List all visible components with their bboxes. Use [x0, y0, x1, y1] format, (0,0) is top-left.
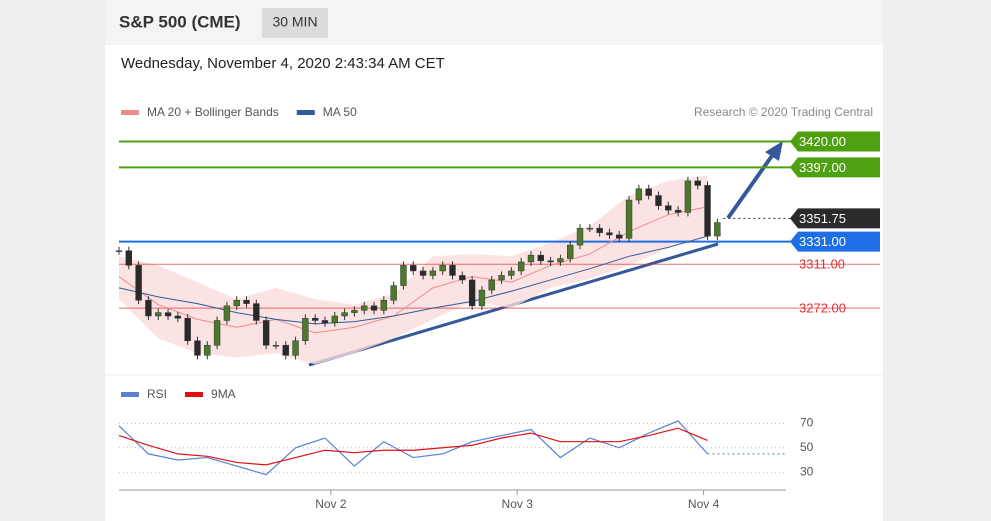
candle-body: [174, 315, 182, 319]
candle-body: [468, 279, 476, 307]
candle-body: [380, 299, 388, 311]
candle-body: [655, 195, 662, 206]
arrow-head: [765, 141, 783, 161]
candle-body: [302, 317, 309, 341]
candle-body: [459, 275, 466, 281]
candle-body: [370, 305, 378, 311]
legend-label: MA 50: [323, 105, 357, 119]
candle-body: [390, 285, 397, 301]
candle-body: [449, 265, 456, 276]
candle-body: [498, 275, 505, 281]
candle-body: [576, 227, 584, 246]
candle-body: [488, 279, 495, 291]
candle-body: [145, 299, 152, 317]
candle-body: [194, 340, 201, 356]
candle-body: [527, 254, 535, 263]
candle-body: [282, 344, 289, 356]
candle-body: [684, 180, 692, 213]
candle-body: [694, 180, 701, 186]
candle-body: [635, 188, 643, 201]
candle-body: [674, 209, 682, 213]
level-box: [790, 231, 880, 252]
candle-body: [606, 232, 613, 236]
candle-body: [115, 250, 123, 252]
candle-body: [508, 270, 515, 276]
rsi-line: [118, 427, 708, 466]
candle-body: [537, 254, 544, 262]
title: S&P 500 (CME): [119, 12, 241, 31]
level-box: [790, 208, 880, 229]
candle-body: [155, 312, 162, 317]
x-tick-label: Nov 4: [688, 497, 720, 511]
rsi-line: [118, 420, 708, 476]
candle-body: [204, 344, 211, 356]
candle-body: [439, 265, 446, 272]
level-box: [790, 131, 880, 152]
candle-body: [567, 244, 574, 259]
legend-label: MA 20 + Bollinger Bands: [147, 105, 279, 119]
candle-body: [645, 188, 652, 196]
timestamp: Wednesday, November 4, 2020 2:43:34 AM C…: [121, 55, 445, 72]
candle-body: [262, 320, 270, 346]
candle-body: [125, 250, 133, 266]
candle-body: [311, 317, 319, 321]
level-label: 3397.00: [799, 160, 846, 175]
y-tick-label: 30: [800, 464, 814, 478]
candle-body: [596, 227, 603, 233]
interval[interactable]: 30 MIN: [272, 14, 317, 30]
x-tick-label: Nov 2: [315, 497, 347, 511]
level-label: 3311.00: [799, 257, 845, 272]
candle-body: [331, 315, 338, 323]
candle-body: [233, 299, 240, 307]
level-label: 3272.00: [799, 301, 846, 316]
candle-body: [625, 199, 633, 239]
candle-body: [704, 185, 711, 237]
legend-swatch: [121, 392, 139, 397]
candle-body: [253, 303, 260, 321]
candle-body: [184, 317, 191, 341]
legend-swatch: [296, 110, 315, 115]
header: [105, 0, 883, 45]
level-label: 3351.75: [799, 211, 846, 226]
candle-body: [351, 310, 358, 313]
candle-body: [400, 265, 407, 286]
moving-average: [118, 235, 708, 325]
y-tick-label: 50: [800, 440, 814, 454]
level-label: 3420.00: [799, 134, 846, 149]
candle-body: [321, 320, 329, 323]
candle-body: [223, 305, 231, 321]
candle-body: [135, 265, 142, 301]
legend-label: 9MA: [211, 387, 236, 401]
interval-tag[interactable]: [262, 8, 328, 38]
candle-body: [429, 270, 437, 276]
candle-body: [478, 289, 486, 307]
candle-body: [616, 234, 623, 239]
level-label: 3331.00: [799, 234, 846, 249]
candle-body: [586, 227, 594, 230]
arrow-shaft: [726, 151, 776, 220]
legend-swatch: [121, 110, 139, 115]
candle-body: [164, 312, 172, 317]
credit: Research © 2020 Trading Central: [694, 105, 873, 119]
candle-body: [243, 299, 250, 304]
level-box: [790, 157, 880, 178]
candle-body: [272, 344, 280, 347]
candle-body: [517, 261, 525, 272]
x-tick-label: Nov 3: [502, 497, 534, 511]
y-tick-label: 70: [800, 416, 814, 430]
legend-swatch: [185, 392, 204, 397]
candle-body: [213, 320, 221, 346]
candle-body: [557, 258, 564, 263]
candle-body: [341, 312, 348, 317]
candle-body: [547, 260, 554, 263]
candle-body: [361, 305, 368, 311]
candle-body: [410, 265, 417, 272]
candle-body: [292, 340, 299, 356]
legend-label: RSI: [147, 387, 167, 401]
candle-body: [419, 270, 427, 276]
candle-body: [714, 222, 721, 237]
candle-body: [665, 205, 672, 211]
